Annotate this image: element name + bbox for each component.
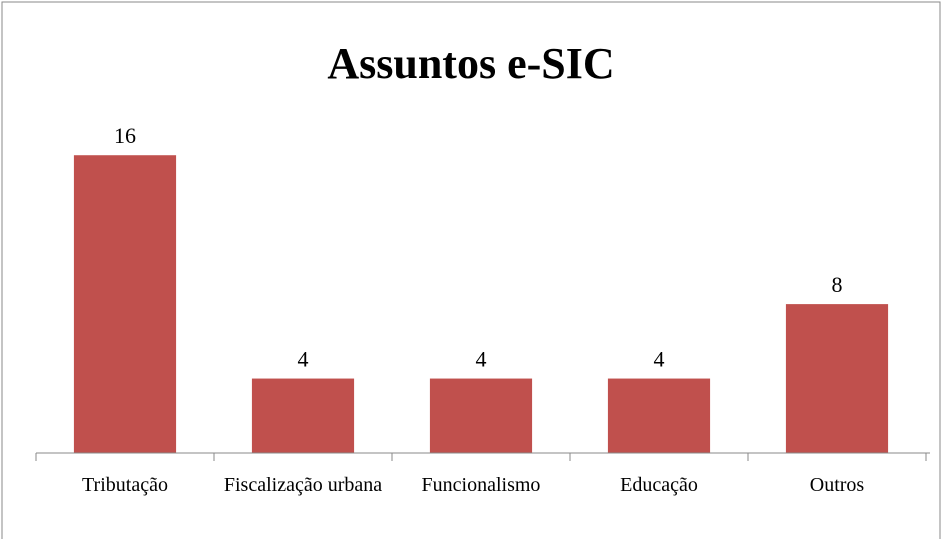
x-tick-label: Educação bbox=[620, 474, 698, 496]
chart-title: Assuntos e-SIC bbox=[327, 39, 614, 88]
x-tick-label: Fiscalização urbana bbox=[223, 474, 383, 496]
bar bbox=[785, 304, 889, 453]
x-tick-label: Funcionalismo bbox=[421, 474, 541, 496]
bar bbox=[429, 378, 533, 453]
x-tick-label: Tributação bbox=[82, 474, 168, 496]
data-label: 4 bbox=[298, 347, 309, 372]
data-label: 8 bbox=[832, 272, 843, 297]
data-label: 16 bbox=[114, 123, 136, 148]
data-label: 4 bbox=[476, 347, 487, 372]
x-tick-label: Outros bbox=[809, 474, 865, 496]
bar bbox=[251, 378, 355, 453]
bar bbox=[607, 378, 711, 453]
bar bbox=[73, 155, 177, 453]
data-label: 4 bbox=[654, 347, 665, 372]
